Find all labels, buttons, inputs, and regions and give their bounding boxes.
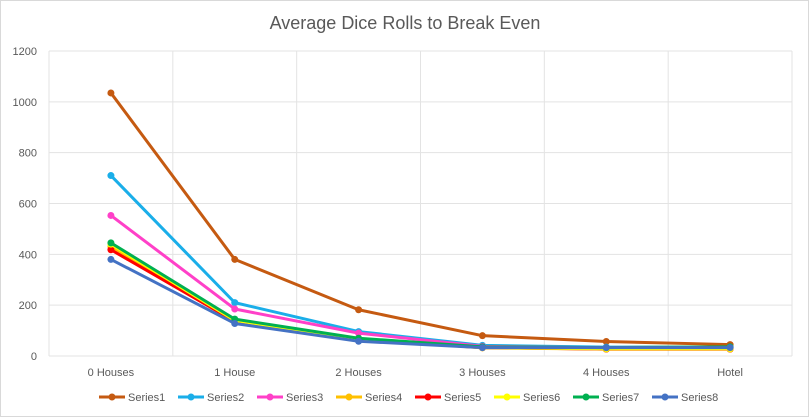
legend: Series1 Series2 Series3 Series4 Series5 Serie… <box>99 392 718 404</box>
legend-swatch-marker <box>503 393 511 401</box>
x-tick-label: 3 Houses <box>459 367 506 379</box>
y-tick-label: 200 <box>19 300 37 312</box>
legend-label: Series6 <box>523 392 560 404</box>
data-point <box>231 319 239 327</box>
data-point <box>478 332 486 340</box>
series-line <box>109 92 731 347</box>
x-tick-label: Hotel <box>717 367 743 379</box>
legend-item: Series2 <box>178 392 244 404</box>
y-tick-label: 1200 <box>13 46 37 58</box>
data-point <box>107 89 115 97</box>
data-point <box>726 344 734 352</box>
data-point <box>231 255 239 263</box>
legend-item: Series5 <box>415 392 481 404</box>
data-point <box>355 337 363 345</box>
legend-swatch-marker <box>661 393 669 401</box>
data-point <box>355 306 363 314</box>
data-point <box>107 255 115 263</box>
x-axis-tick-labels: 0 Houses 1 House 2 Houses 3 Houses 4 Houses H… <box>88 367 743 379</box>
y-tick-label: 0 <box>31 351 37 363</box>
data-point <box>478 344 486 352</box>
gridlines <box>48 50 793 357</box>
series-lines <box>107 89 734 353</box>
data-point <box>231 305 239 313</box>
y-tick-label: 400 <box>19 249 37 261</box>
y-tick-label: 800 <box>19 148 37 160</box>
legend-label: Series8 <box>681 392 718 404</box>
legend-swatch-marker <box>424 393 432 401</box>
legend-swatch-marker <box>108 393 116 401</box>
x-tick-label: 0 Houses <box>88 367 135 379</box>
legend-item: Series1 <box>99 392 165 404</box>
legend-label: Series3 <box>286 392 323 404</box>
data-point <box>602 344 610 352</box>
legend-label: Series4 <box>365 392 402 404</box>
y-tick-label: 1000 <box>13 97 37 109</box>
legend-label: Series7 <box>602 392 639 404</box>
data-point <box>107 239 115 247</box>
series-line <box>110 258 731 350</box>
series-8 <box>107 255 734 352</box>
legend-item: Series3 <box>257 392 323 404</box>
chart-title: Average Dice Rolls to Break Even <box>270 13 541 33</box>
legend-swatch-marker <box>345 393 353 401</box>
data-point <box>107 246 115 254</box>
data-point <box>107 172 115 180</box>
legend-label: Series5 <box>444 392 481 404</box>
legend-swatch-marker <box>187 393 195 401</box>
data-point <box>231 299 239 307</box>
data-point <box>107 211 115 219</box>
data-point <box>355 329 363 337</box>
legend-swatch-marker <box>582 393 590 401</box>
y-tick-label: 600 <box>19 199 37 211</box>
x-tick-label: 4 Houses <box>583 367 630 379</box>
legend-item: Series4 <box>336 392 402 404</box>
x-tick-label: 2 Houses <box>335 367 382 379</box>
x-tick-label: 1 House <box>214 367 255 379</box>
y-axis-tick-labels: 0 200 400 600 800 1000 1200 <box>13 46 37 363</box>
data-point <box>602 338 610 346</box>
legend-item: Series8 <box>652 392 718 404</box>
legend-swatch-marker <box>266 393 274 401</box>
legend-label: Series1 <box>128 392 165 404</box>
legend-item: Series7 <box>573 392 639 404</box>
legend-item: Series6 <box>494 392 560 404</box>
legend-label: Series2 <box>207 392 244 404</box>
